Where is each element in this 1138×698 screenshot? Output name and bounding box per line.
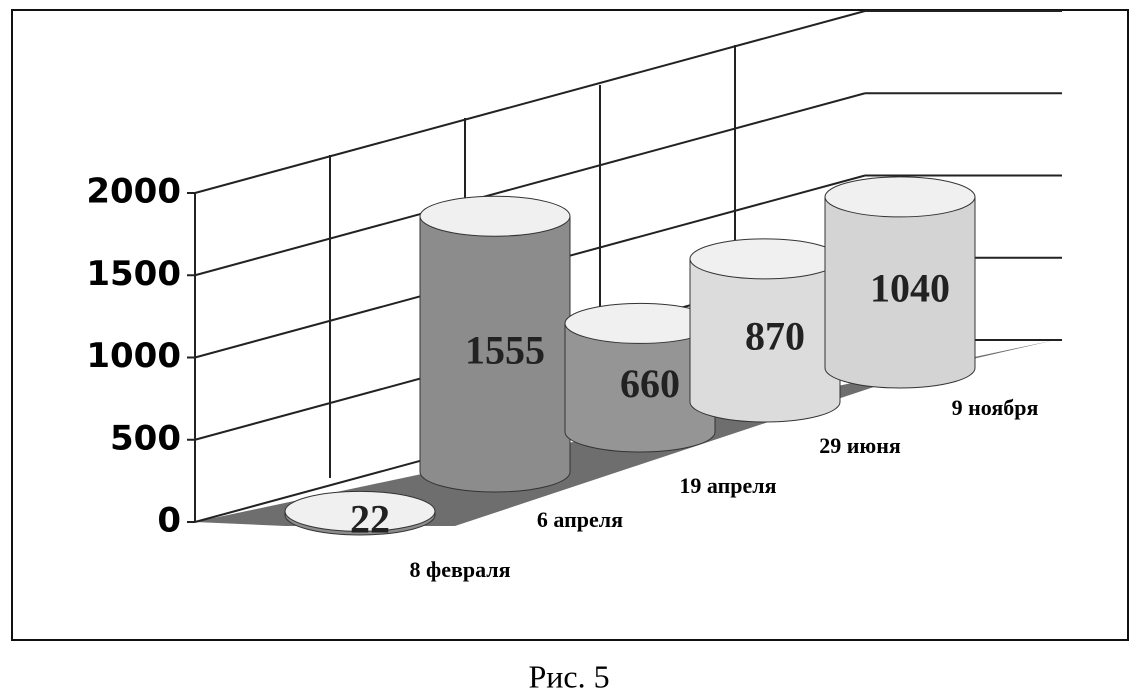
cylinder-top	[825, 177, 975, 217]
x-tick-label: 6 апреля	[537, 507, 623, 532]
chart: Рис. 5 0 500 1000 1500 2000 22 8 февраля 1555 6…	[0, 0, 1138, 698]
cylinder-top	[690, 239, 840, 279]
value-label: 870	[745, 314, 805, 359]
x-tick-label: 19 апреля	[679, 473, 776, 498]
x-tick-label: 9 ноября	[952, 395, 1039, 420]
marks: 22 8 февраля 1555 6 апреля 660 19 апреля 870 29…	[285, 177, 1038, 582]
y-tick-label: 1000	[86, 336, 181, 376]
x-tick-label: 29 июня	[819, 433, 901, 458]
page: Рис. 5 0 500 1000 1500 2000 22 8 февраля 1555 6…	[0, 0, 1138, 698]
y-tick-label: 500	[110, 418, 181, 458]
caption: Рис. 5	[528, 658, 609, 694]
value-label: 1555	[465, 327, 545, 372]
y-tick-label: 2000	[86, 172, 181, 212]
x-tick-label: 8 февраля	[409, 557, 510, 582]
value-label: 22	[350, 496, 390, 541]
value-label: 1040	[870, 266, 950, 311]
grid-line	[195, 11, 865, 193]
cylinder-top	[420, 196, 570, 236]
value-label: 660	[620, 361, 680, 406]
y-tick-label: 0	[157, 501, 181, 541]
y-tick-label: 1500	[86, 254, 181, 294]
